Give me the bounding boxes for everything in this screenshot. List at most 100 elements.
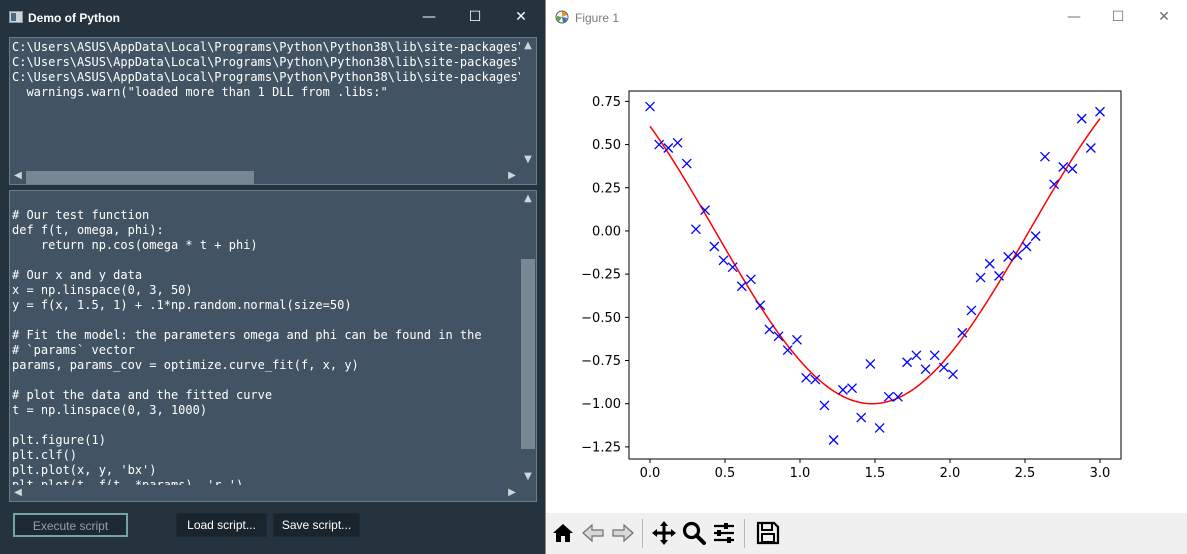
console-vertical-scrollbar[interactable]: ▲ ▼	[520, 38, 536, 168]
y-tick-label: 0.25	[592, 181, 621, 196]
data-point-marker	[1058, 162, 1069, 172]
scroll-down-icon[interactable]: ▼	[524, 471, 532, 482]
save-script-button[interactable]: Save script...	[273, 513, 360, 537]
editor-horizontal-scrollbar[interactable]: ◀ ▶	[10, 485, 520, 501]
minimize-button[interactable]: —	[422, 9, 436, 25]
y-tick-label: 0.50	[592, 138, 621, 153]
data-point-marker	[672, 137, 683, 148]
code-line: y = f(x, 1.5, 1) + .1*np.random.normal(s…	[12, 298, 352, 312]
data-point-marker	[1085, 143, 1096, 153]
data-point-marker	[828, 435, 839, 445]
matplotlib-logo-icon	[555, 10, 569, 24]
figure-toolbar	[546, 513, 1187, 554]
data-point-marker	[782, 345, 793, 356]
data-point-marker	[810, 374, 821, 385]
code-line: plt.plot(t, f(t, *params), 'r-')	[12, 478, 244, 488]
data-point-marker	[966, 305, 977, 316]
load-script-button[interactable]: Load script...	[176, 513, 267, 537]
x-tick-label: 0.0	[640, 466, 661, 481]
toolbar-separator	[744, 519, 745, 548]
data-point-marker	[957, 327, 968, 338]
scroll-up-icon[interactable]: ▲	[524, 193, 532, 204]
data-point-marker	[938, 362, 949, 373]
code-line: # `params` vector	[12, 343, 135, 357]
home-icon[interactable]	[549, 519, 577, 547]
console-output[interactable]: C:\Users\ASUS\AppData\Local\Programs\Pyt…	[9, 37, 537, 185]
figure-title: Figure 1	[575, 11, 620, 25]
y-tick-label: −1.00	[581, 397, 621, 412]
x-axis: 0.0 0.5 1.0 1.5 2.0 2.5 3.0	[640, 459, 1111, 481]
close-button[interactable]: ✕	[515, 9, 527, 25]
console-text: C:\Users\ASUS\AppData\Local\Programs\Pyt…	[12, 40, 520, 168]
data-point-marker	[874, 422, 885, 433]
scroll-left-icon[interactable]: ◀	[14, 487, 22, 498]
execute-script-button[interactable]: Execute script	[13, 513, 128, 537]
console-horizontal-scrollbar[interactable]: ◀ ▶	[10, 168, 520, 184]
demo-window: Demo of Python — ☐ ✕ C:\Users\ASUS\AppDa…	[0, 0, 545, 554]
data-point-marker	[663, 143, 674, 153]
maximize-button[interactable]: ☐	[1111, 9, 1125, 25]
window-titlebar[interactable]: Demo of Python — ☐ ✕	[0, 0, 545, 35]
y-tick-label: −0.75	[581, 354, 621, 369]
y-tick-label: 0.75	[592, 95, 621, 110]
scroll-up-icon[interactable]: ▲	[524, 40, 532, 51]
data-point-marker	[819, 400, 830, 411]
code-line: return np.cos(omega * t + phi)	[12, 238, 258, 252]
data-point-marker	[773, 331, 784, 342]
code-line	[12, 418, 520, 433]
close-button[interactable]: ✕	[1158, 9, 1170, 25]
x-tick-label: 2.0	[940, 466, 961, 481]
back-icon[interactable]	[579, 519, 607, 547]
scroll-down-icon[interactable]: ▼	[524, 154, 532, 165]
y-tick-label: −0.50	[581, 311, 621, 326]
window-title: Demo of Python	[28, 11, 120, 25]
data-point-marker	[948, 369, 958, 380]
data-point-marker	[902, 357, 913, 368]
data-point-marker	[801, 372, 812, 383]
code-line: params, params_cov = optimize.curve_fit(…	[12, 358, 359, 372]
figure-window: Figure 1 — ☐ ✕ 0.0 0.5 1.0 1.5 2.0 2.5 3.0 0.7…	[546, 0, 1187, 554]
scroll-left-icon[interactable]: ◀	[14, 170, 22, 181]
data-point-marker	[700, 205, 711, 216]
data-point-marker	[1076, 113, 1087, 124]
y-axis: 0.75 0.50 0.25 0.00 −0.25 −0.50 −0.75 −1.00 −1.2…	[581, 95, 629, 455]
data-point-marker	[736, 281, 747, 292]
console-line: C:\Users\ASUS\AppData\Local\Programs\Pyt…	[12, 40, 520, 54]
pan-icon[interactable]	[650, 519, 678, 547]
console-line: warnings.warn("loaded more than 1 DLL fr…	[12, 85, 388, 99]
editor-vertical-scrollbar[interactable]: ▲ ▼	[520, 191, 536, 485]
x-tick-label: 0.5	[715, 466, 736, 481]
script-editor[interactable]: # Our test function def f(t, omega, phi)…	[9, 190, 537, 502]
vertical-scroll-thumb[interactable]	[521, 259, 535, 449]
horizontal-scroll-thumb[interactable]	[26, 171, 254, 184]
code-line: # Our x and y data	[12, 268, 143, 282]
x-tick-label: 1.0	[790, 466, 811, 481]
save-icon[interactable]	[754, 519, 782, 547]
code-line: # Fit the model: the parameters omega an…	[12, 328, 482, 342]
maximize-button[interactable]: ☐	[468, 9, 482, 25]
scroll-right-icon[interactable]: ▶	[508, 487, 516, 498]
data-point-marker	[1067, 163, 1078, 174]
x-tick-label: 1.5	[865, 466, 886, 481]
axes-frame	[628, 90, 1122, 460]
app-icon	[9, 11, 23, 23]
data-point-marker	[645, 101, 655, 112]
data-point-marker	[745, 274, 756, 285]
zoom-icon[interactable]	[680, 519, 708, 547]
scroll-right-icon[interactable]: ▶	[508, 170, 516, 181]
code-line	[12, 373, 520, 388]
toolbar-separator	[642, 519, 643, 548]
window-divider	[545, 0, 546, 554]
data-point-marker	[911, 350, 922, 361]
data-points	[645, 101, 1105, 445]
figure-titlebar[interactable]: Figure 1 — ☐ ✕	[546, 0, 1187, 35]
code-line: # plot the data and the fitted curve	[12, 388, 273, 402]
plot-canvas[interactable]: 0.0 0.5 1.0 1.5 2.0 2.5 3.0 0.75 0.50 0.25 0.00 −0…	[546, 35, 1187, 513]
script-text[interactable]: # Our test function def f(t, omega, phi)…	[12, 208, 520, 488]
forward-icon[interactable]	[609, 519, 637, 547]
data-point-marker	[994, 270, 1005, 281]
configure-subplots-icon[interactable]	[710, 519, 738, 547]
x-tick-label: 3.0	[1090, 466, 1111, 481]
fitted-curve-line	[649, 118, 1101, 405]
minimize-button[interactable]: —	[1067, 9, 1081, 25]
